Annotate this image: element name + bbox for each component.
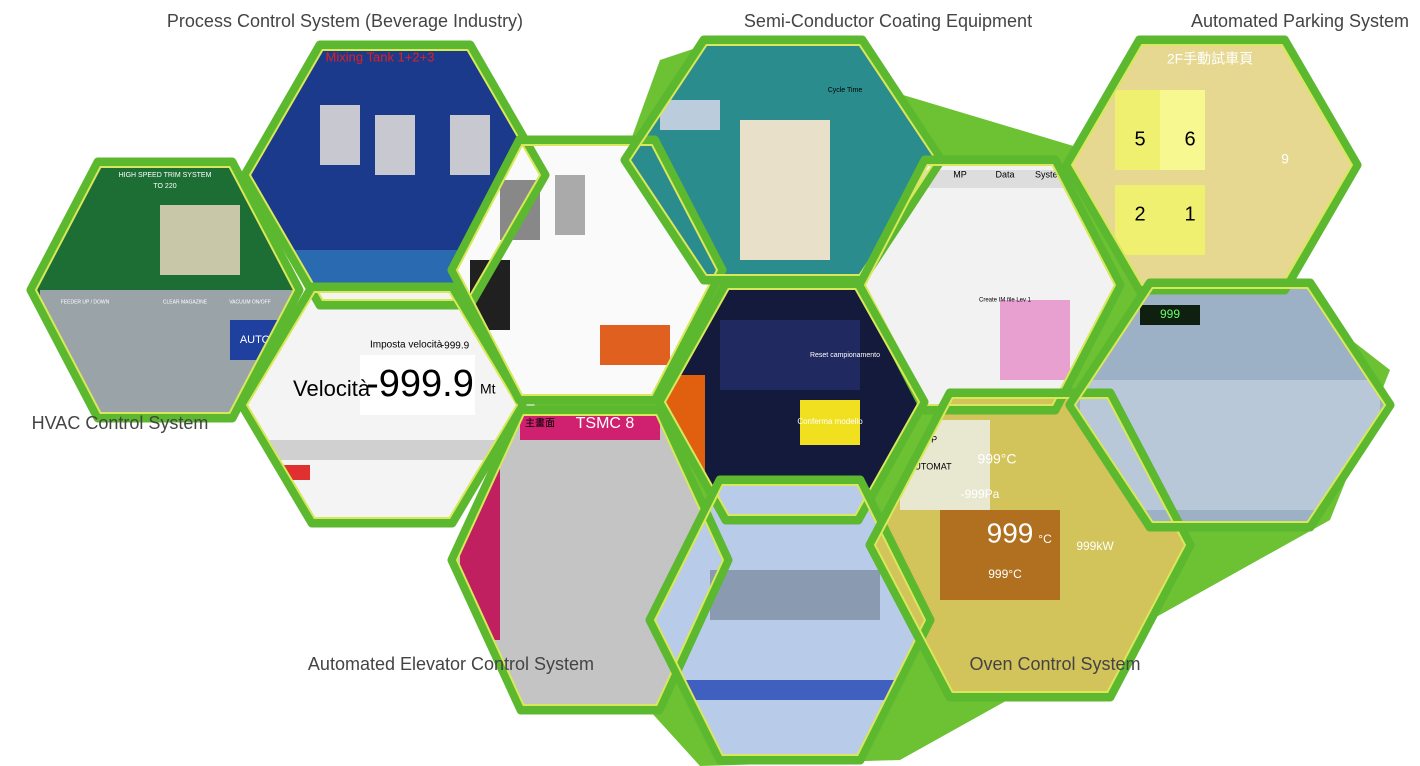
screen-text: MP	[953, 169, 967, 179]
screen-element	[740, 120, 830, 260]
screen-element	[375, 115, 415, 175]
screen-text: VACUUM ON/OFF	[229, 299, 271, 305]
caption: Automated Parking System	[1191, 11, 1409, 31]
screen-text: TSMC 8	[576, 415, 635, 432]
screen-text: 9	[1281, 151, 1289, 167]
screen-text: 6	[1184, 128, 1195, 150]
screen-element	[450, 115, 490, 175]
screen-text: 999°C	[977, 451, 1016, 467]
screen-text: 主畫面	[525, 417, 555, 430]
screen-element	[1160, 90, 1205, 170]
caption: HVAC Control System	[32, 413, 209, 433]
caption: Automated Elevator Control System	[308, 654, 594, 674]
caption: Semi-Conductor Coating Equipment	[744, 11, 1032, 31]
screen-text: -999Pa	[961, 487, 1000, 501]
screen-element	[320, 105, 360, 165]
screen-text: TO 220	[153, 183, 176, 190]
screen-text: Cycle Time	[828, 87, 863, 94]
screen-element	[600, 325, 670, 365]
screen-element	[660, 680, 920, 700]
screen-text: Velocità	[293, 376, 371, 401]
screen-text: 2	[1134, 203, 1145, 225]
screen-text: 999	[987, 517, 1034, 548]
screen-element	[160, 205, 240, 275]
screen-text: Mt	[480, 381, 496, 397]
caption: Oven Control System	[969, 654, 1140, 674]
screen-text: °C	[1038, 532, 1052, 546]
screen-text: 999	[1160, 307, 1180, 321]
screen-text: -999.9	[366, 363, 474, 405]
screen-text: -999.9	[441, 341, 470, 352]
screen-text: Data	[995, 169, 1014, 179]
screen-text: Mixing Tank 1+2+3	[326, 49, 435, 64]
screen-text: 2F手動試車頁	[1167, 51, 1253, 67]
screen-text: Imposta velocità	[370, 340, 443, 351]
screen-text: Conferma modello	[797, 417, 863, 426]
screen-text: 5	[1134, 128, 1145, 150]
screen-element	[660, 100, 720, 130]
screen-text: 999kW	[1076, 539, 1114, 553]
screen-element	[555, 175, 585, 235]
screen-element	[710, 570, 880, 620]
screen-text: Reset campionamento	[810, 352, 880, 359]
screen-text: FEEDER UP / DOWN	[61, 299, 110, 305]
screen-text: 999°C	[988, 567, 1022, 581]
screen-text: Create IM file Lev 1	[979, 298, 1032, 304]
collage: HIGH SPEED TRIM SYSTEMTO 220AUTOFEEDER U…	[0, 0, 1420, 766]
screen-element	[250, 440, 520, 460]
screen-text: HIGH SPEED TRIM SYSTEM	[119, 172, 212, 179]
caption: Process Control System (Beverage Industr…	[167, 11, 523, 31]
screen-text: 1	[1184, 203, 1195, 225]
screen-element	[1000, 300, 1070, 380]
screen-text: CLEAR MAGAZINE	[163, 299, 208, 305]
